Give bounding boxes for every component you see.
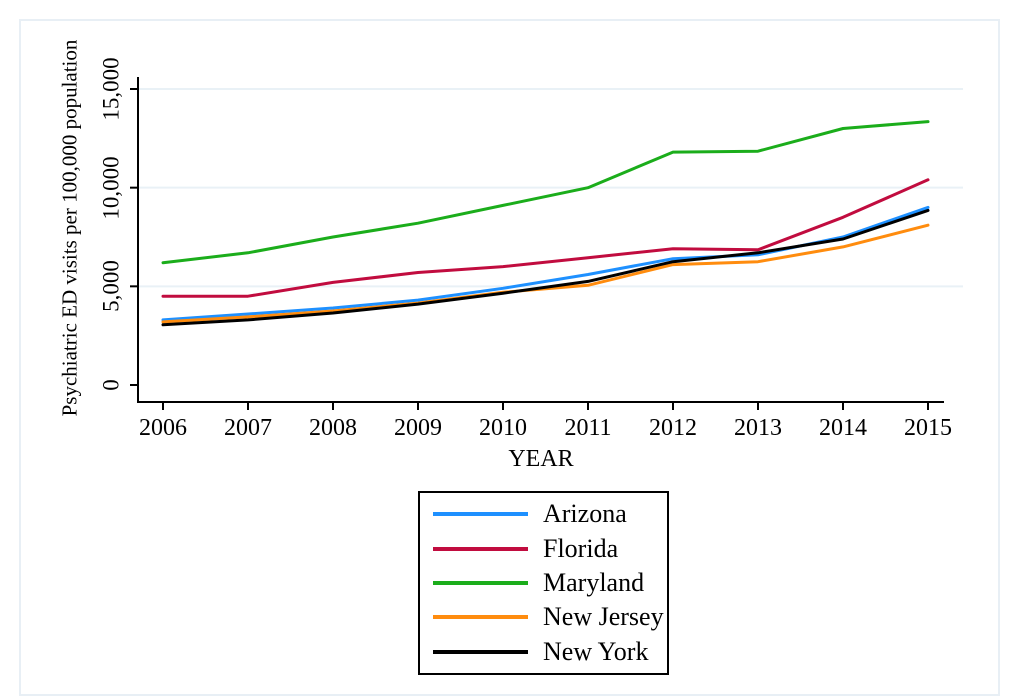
legend-item: New York: [433, 636, 667, 666]
y-tick-label: 10,000: [98, 156, 124, 220]
y-tick-label: 0: [98, 379, 124, 391]
legend-item: Arizona: [433, 501, 667, 527]
y-tick-label: 15,000: [98, 57, 124, 121]
x-tick-label: 2013: [734, 415, 782, 441]
y-axis-title: Psychiatric ED visits per 100,000 popula…: [57, 39, 82, 417]
legend-item: New Jersey: [433, 604, 667, 630]
x-tick-label: 2011: [564, 415, 612, 441]
legend-item-label: Maryland: [543, 567, 645, 597]
legend-item: Maryland: [433, 567, 667, 597]
x-tick-label: 2008: [309, 415, 357, 441]
legend: Arizona Florida Maryland New Jersey New York: [418, 491, 669, 675]
x-tick-label: 2010: [479, 415, 527, 441]
y-tick-label: 5,000: [98, 260, 124, 313]
legend-swatch: [433, 615, 528, 620]
x-tick-label: 2012: [649, 415, 697, 441]
legend-item-label: New Jersey: [543, 602, 664, 632]
legend-swatch: [433, 546, 528, 551]
legend-swatch: [433, 512, 528, 517]
x-tick-label: 2009: [394, 415, 442, 441]
legend-item-label: New York: [543, 636, 649, 666]
series-line-new-york: [161, 208, 930, 327]
series-line-maryland: [161, 120, 930, 265]
legend-swatch: [433, 649, 528, 654]
x-tick-label: 2014: [819, 415, 867, 441]
legend-item-label: Florida: [543, 533, 619, 563]
x-tick-label: 2015: [904, 415, 952, 441]
x-tick-label: 2006: [139, 415, 187, 441]
legend-item: Florida: [433, 533, 667, 563]
series-line-new-jersey: [161, 223, 930, 324]
legend-item-label: Arizona: [543, 499, 627, 529]
series-line-florida: [161, 178, 930, 298]
x-axis-title: YEAR: [508, 446, 574, 472]
legend-swatch: [433, 580, 528, 585]
x-tick-label: 2007: [224, 415, 272, 441]
